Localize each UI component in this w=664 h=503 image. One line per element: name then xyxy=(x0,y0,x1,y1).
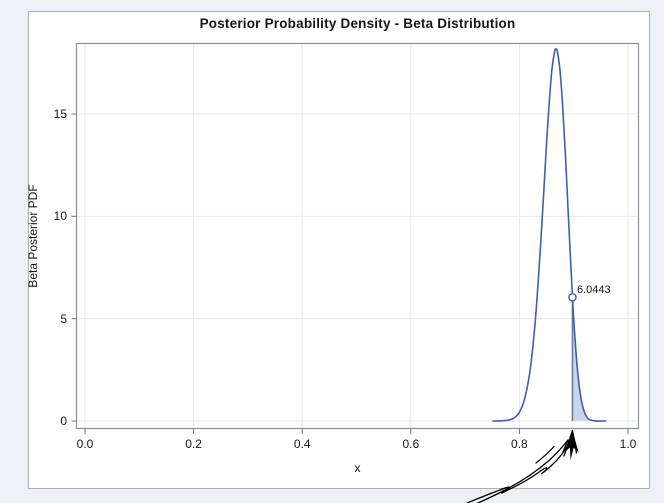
arrow-head xyxy=(565,430,579,460)
data-label: 6.0443 xyxy=(576,284,611,297)
y-tick-label: 0 xyxy=(60,414,67,428)
arrow-head-stroke-3 xyxy=(562,439,569,453)
density-curve xyxy=(492,48,607,422)
y-tick-label: 10 xyxy=(53,209,67,224)
x-tick-label: 0.2 xyxy=(185,437,202,451)
shaded-tail-area xyxy=(572,297,607,422)
chart-title: Posterior Probability Density - Beta Dis… xyxy=(199,16,516,31)
arrow-stroke-1 xyxy=(465,437,572,503)
arrow-head-stroke-1 xyxy=(563,429,574,457)
arrow-head-stroke-2 xyxy=(571,429,578,454)
y-axis-title: Beta Posterior PDF xyxy=(26,184,40,288)
x-tick-label: 1.0 xyxy=(619,437,637,451)
y-tick-label: 15 xyxy=(53,106,67,121)
x-tick-label: 0.6 xyxy=(402,437,420,451)
arrow-stroke-2 xyxy=(476,439,569,503)
arrow-stroke-3 xyxy=(535,445,555,464)
y-tick-label: 5 xyxy=(60,311,67,326)
chart-frame xyxy=(28,11,650,489)
hand-drawn-arrow-annotation xyxy=(465,429,579,503)
x-tick-label: 0.4 xyxy=(293,437,311,451)
marker-point xyxy=(568,292,577,302)
plot-area-border xyxy=(75,42,640,430)
x-tick-label: 0.0 xyxy=(76,437,94,451)
x-axis-title: x xyxy=(354,461,361,475)
x-tick-label: 0.8 xyxy=(511,437,528,451)
plot-layer xyxy=(71,42,640,434)
